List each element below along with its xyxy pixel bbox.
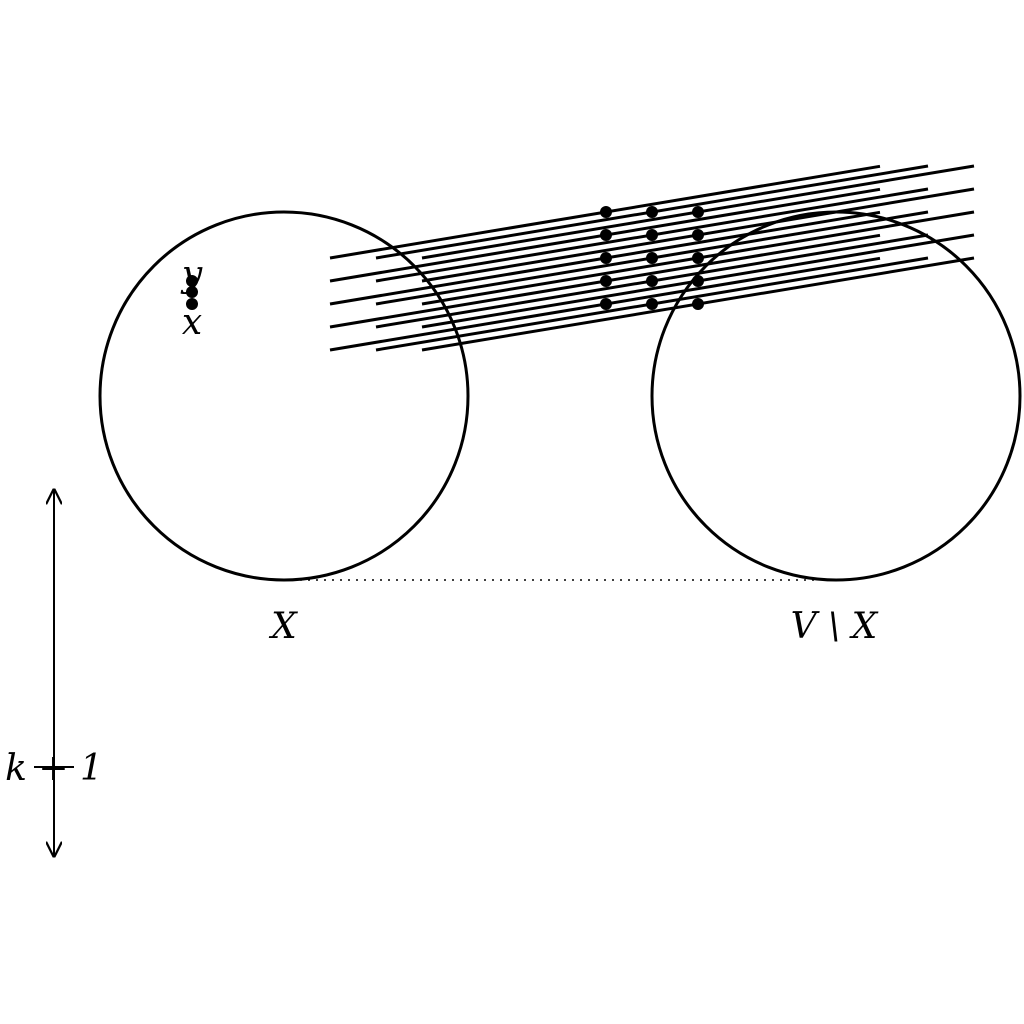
path-vertex-dot xyxy=(692,206,704,218)
path-vertex-dot xyxy=(646,275,658,287)
path-vertex-dot xyxy=(646,252,658,264)
vertex-dot-top xyxy=(186,275,198,287)
path-vertex-dot xyxy=(646,298,658,310)
label-vertex-y: y xyxy=(180,254,203,295)
vertex-dots xyxy=(186,275,198,310)
path-vertex-dot xyxy=(600,298,612,310)
path-vertex-dot xyxy=(692,229,704,241)
path-vertex-dot xyxy=(692,252,704,264)
label-vertex-x: x xyxy=(182,302,202,343)
path-vertex-dot xyxy=(600,252,612,264)
vertex-dot-bottom xyxy=(186,298,198,310)
path-vertex-dot xyxy=(646,206,658,218)
set-complement-circle xyxy=(650,210,1022,582)
set-x-circle xyxy=(98,210,470,582)
vertex-dot-middle xyxy=(186,286,198,298)
path-vertex-dot xyxy=(600,206,612,218)
path-vertex-dot xyxy=(600,275,612,287)
path-vertex-dot xyxy=(600,229,612,241)
path-vertex-dot xyxy=(692,275,704,287)
path-vertex-dot xyxy=(646,229,658,241)
label-set-complement: V \ X xyxy=(791,606,879,647)
dot-grid xyxy=(600,206,704,310)
label-set-x: X xyxy=(268,606,298,647)
label-height: k + 1 xyxy=(5,748,103,789)
path-vertex-dot xyxy=(692,298,704,310)
